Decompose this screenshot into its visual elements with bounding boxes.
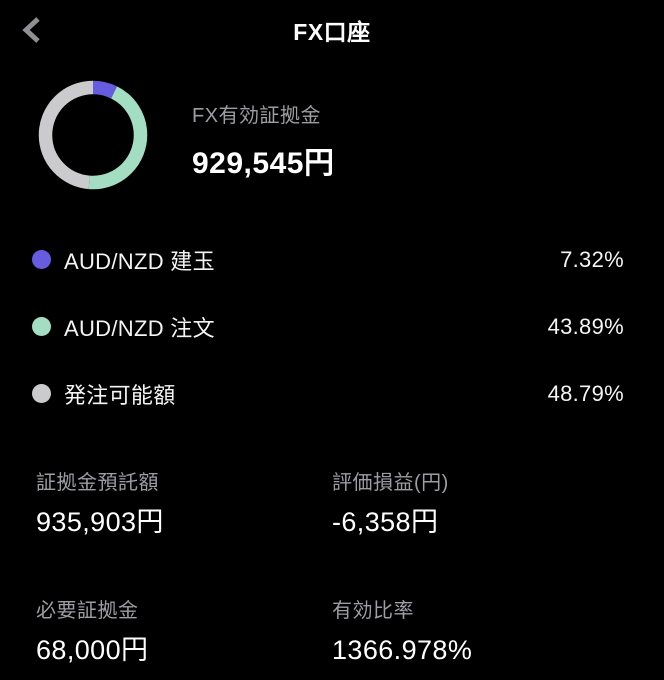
- back-button[interactable]: [12, 10, 52, 50]
- legend-item-orders: AUD/NZD 注文 43.89%: [32, 293, 624, 360]
- legend-dot-gray: [32, 384, 51, 403]
- legend-dot-teal: [32, 317, 51, 336]
- page-title: FX口座: [293, 19, 371, 45]
- stat-value: 68,000円: [36, 635, 149, 665]
- legend-label: AUD/NZD 注文: [64, 315, 215, 341]
- legend-item-position: AUD/NZD 建玉 7.32%: [32, 226, 624, 293]
- donut-segment-2: [38, 80, 148, 190]
- stat-label: 評価損益(円): [332, 472, 449, 494]
- summary-label: FX有効証拠金: [192, 105, 322, 127]
- donut-segment-1: [38, 80, 148, 190]
- summary-value: 929,545円: [192, 147, 335, 180]
- stat-value: 1366.978%: [332, 635, 473, 665]
- allocation-donut-chart: [37, 79, 149, 191]
- legend-dot-purple: [32, 250, 51, 269]
- stat-label: 証拠金預託額: [36, 472, 159, 494]
- donut-chart-svg: [38, 80, 148, 190]
- stat-required-margin: 必要証拠金 68,000円: [36, 597, 332, 669]
- legend-percent: 43.89%: [547, 313, 624, 339]
- legend-label: AUD/NZD 建玉: [64, 248, 215, 274]
- stat-value: 935,903円: [36, 507, 164, 537]
- margin-summary: FX有効証拠金 929,545円: [192, 99, 334, 182]
- allocation-legend: AUD/NZD 建玉 7.32% AUD/NZD 注文 43.89% 発注可能額…: [32, 226, 624, 427]
- header: FX口座: [0, 0, 664, 60]
- stat-value: -6,358円: [332, 507, 439, 537]
- stat-margin-ratio: 有効比率 1366.978%: [332, 597, 628, 669]
- account-stats: 証拠金預託額 935,903円 評価損益(円) -6,358円 必要証拠金 68…: [36, 469, 628, 669]
- chevron-left-icon: [22, 17, 40, 43]
- legend-percent: 7.32%: [560, 246, 624, 272]
- legend-item-available: 発注可能額 48.79%: [32, 360, 624, 427]
- stat-label: 有効比率: [332, 600, 414, 622]
- stat-label: 必要証拠金: [36, 600, 139, 622]
- legend-percent: 48.79%: [547, 380, 624, 406]
- stat-unrealized-pl: 評価損益(円) -6,358円: [332, 469, 628, 541]
- stat-deposited-margin: 証拠金預託額 935,903円: [36, 469, 332, 541]
- legend-label: 発注可能額: [64, 382, 176, 408]
